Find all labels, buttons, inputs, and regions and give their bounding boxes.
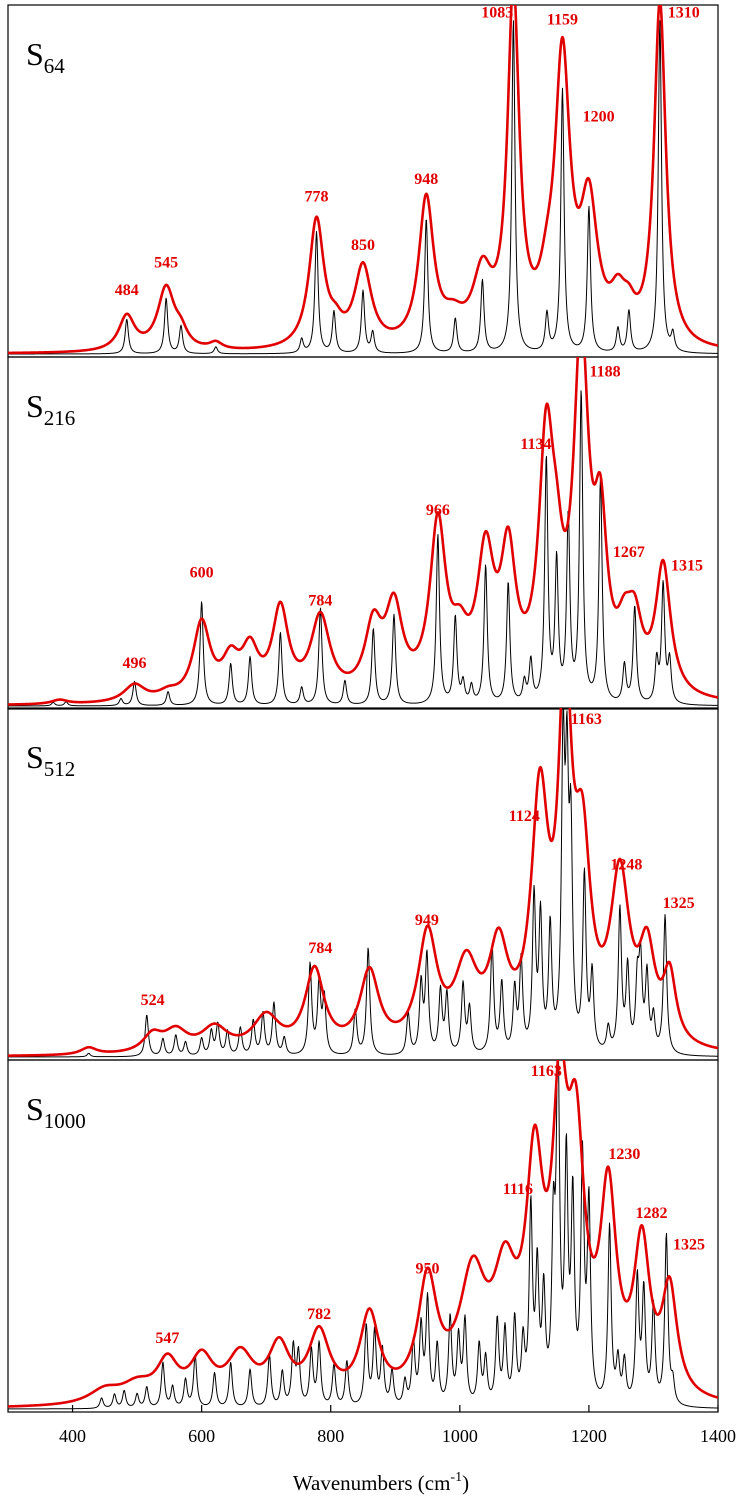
panel-frame: [7, 356, 719, 710]
peak-label: 850: [351, 237, 375, 254]
peak-label: 1163: [571, 711, 602, 728]
peak-label: 1310: [668, 4, 700, 21]
x-axis-title-main: Wavenumbers (cm: [293, 1471, 451, 1495]
stick-spectrum-line: [8, 708, 718, 1058]
broadened-spectrum-line: [8, 357, 718, 706]
x-tick-label: 600: [188, 1426, 215, 1446]
panel-label: S512: [26, 739, 75, 781]
peak-label: 782: [307, 1306, 331, 1323]
peak-label: 1124: [509, 808, 540, 825]
broadened-spectrum-line: [8, 5, 718, 355]
peak-label: 1083: [481, 4, 513, 21]
x-tick-label: 1200: [571, 1426, 607, 1446]
peak-label: 784: [308, 592, 332, 609]
panel-label: S216: [26, 388, 75, 430]
broadened-spectrum-line: [8, 708, 718, 1057]
panel-1000: S1000 547 782 950 1116 1163 1230 1282 1325: [7, 1059, 719, 1413]
peak-label: 1267: [613, 544, 645, 561]
x-axis-title: Wavenumbers (cm-1): [293, 1470, 469, 1495]
peak-label: 547: [155, 1330, 179, 1347]
peak-label: 966: [426, 502, 450, 519]
x-tick-label: 1000: [442, 1426, 478, 1446]
panels-group: S64 484 545 778 850 948 1083 1159 1200 1310 S216 49…: [7, 4, 719, 1413]
peak-label: 600: [190, 565, 214, 582]
peak-label: 1325: [663, 895, 695, 912]
peak-label: 1248: [610, 857, 642, 874]
panel-label: S1000: [26, 1091, 86, 1133]
peak-label: 1116: [503, 1181, 533, 1198]
peak-label: 948: [414, 171, 438, 188]
panel-frame: [7, 4, 719, 358]
peak-label: 1325: [673, 1236, 705, 1253]
panel-label: S64: [26, 36, 65, 78]
peak-label: 496: [123, 655, 147, 672]
peak-label: 784: [308, 940, 332, 957]
broadened-spectrum-line: [8, 1060, 718, 1408]
panel-frame: [7, 1059, 719, 1413]
x-tick-label: 400: [59, 1426, 86, 1446]
panel-64: S64 484 545 778 850 948 1083 1159 1200 1310: [7, 4, 719, 358]
x-tick-label: 1400: [700, 1426, 736, 1446]
peak-label: 1200: [583, 109, 615, 126]
x-axis-title-superscript: -1: [450, 1470, 462, 1485]
stick-spectrum-line: [8, 20, 718, 355]
x-axis-title-close: ): [462, 1471, 469, 1495]
peak-label: 524: [141, 992, 165, 1009]
peak-label: 1230: [608, 1146, 640, 1163]
peak-label: 545: [154, 254, 178, 271]
peak-label: 778: [305, 188, 329, 205]
panel-216: S216 496 600 784 966 1134 1188 1267 1315: [7, 356, 719, 710]
peak-label: 1315: [671, 558, 703, 575]
peak-label: 1188: [589, 363, 620, 380]
x-tick-label: 800: [317, 1426, 344, 1446]
panel-frame: [7, 707, 719, 1061]
peak-label: 950: [416, 1261, 440, 1278]
stick-spectrum-line: [8, 1060, 718, 1410]
peak-label: 1163: [531, 1063, 562, 1080]
peak-label: 1159: [547, 11, 578, 28]
x-axis: 400 600 800 1000 1200 1400: [59, 1405, 736, 1446]
peak-label: 484: [115, 282, 139, 299]
stick-spectrum-line: [8, 390, 718, 707]
peak-label: 1134: [520, 436, 551, 453]
peak-label: 1282: [636, 1205, 668, 1222]
peak-label: 949: [415, 912, 439, 929]
